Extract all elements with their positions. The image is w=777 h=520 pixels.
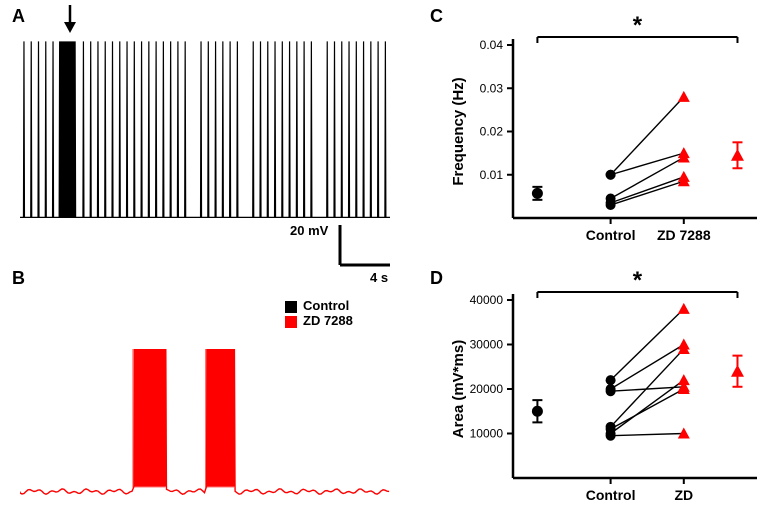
svg-text:0.03: 0.03 [480, 81, 504, 95]
svg-text:Control: Control [586, 487, 636, 503]
scalebar-v-label: 20 mV [290, 223, 328, 238]
panel-d-chart: 10000 20000 30000 40000 Area (mV*ms) Control Z… [445, 270, 775, 520]
svg-text:30000: 30000 [470, 338, 504, 352]
legend-swatch-red [285, 316, 297, 328]
figure-root: { "labels": { "A": "A", "B": "B", "C": "… [0, 0, 777, 519]
legend-control: Control [285, 298, 353, 313]
scalebar-h-label: 4 s [370, 270, 388, 285]
panel-label-D: D [430, 268, 443, 289]
svg-text:Frequency (Hz): Frequency (Hz) [450, 77, 467, 185]
svg-text:*: * [633, 270, 643, 294]
svg-text:40000: 40000 [470, 293, 504, 307]
svg-text:0.02: 0.02 [480, 125, 504, 139]
svg-text:ZD 7288: ZD 7288 [657, 227, 711, 243]
svg-text:ZD: ZD [674, 487, 693, 503]
svg-text:Control: Control [586, 227, 636, 243]
svg-text:0.04: 0.04 [480, 38, 504, 52]
legend-swatch-black [285, 301, 297, 313]
panel-b-trace [20, 330, 390, 520]
legend-zd: ZD 7288 [285, 313, 353, 328]
svg-text:*: * [633, 15, 643, 39]
panel-c-chart: 0.01 0.02 0.03 0.04 Frequency (Hz) Control ZD … [445, 15, 775, 260]
svg-text:0.01: 0.01 [480, 168, 504, 182]
svg-text:20000: 20000 [470, 382, 504, 396]
panel-a-trace [20, 15, 390, 235]
legend: Control ZD 7288 [285, 298, 353, 328]
panel-label-B: B [12, 268, 25, 289]
panel-label-C: C [430, 6, 443, 27]
legend-control-label: Control [303, 298, 349, 313]
svg-text:Area (mV*ms): Area (mV*ms) [450, 340, 467, 438]
svg-text:10000: 10000 [470, 427, 504, 441]
legend-zd-label: ZD 7288 [303, 313, 353, 328]
stimulus-arrow [40, 0, 100, 40]
